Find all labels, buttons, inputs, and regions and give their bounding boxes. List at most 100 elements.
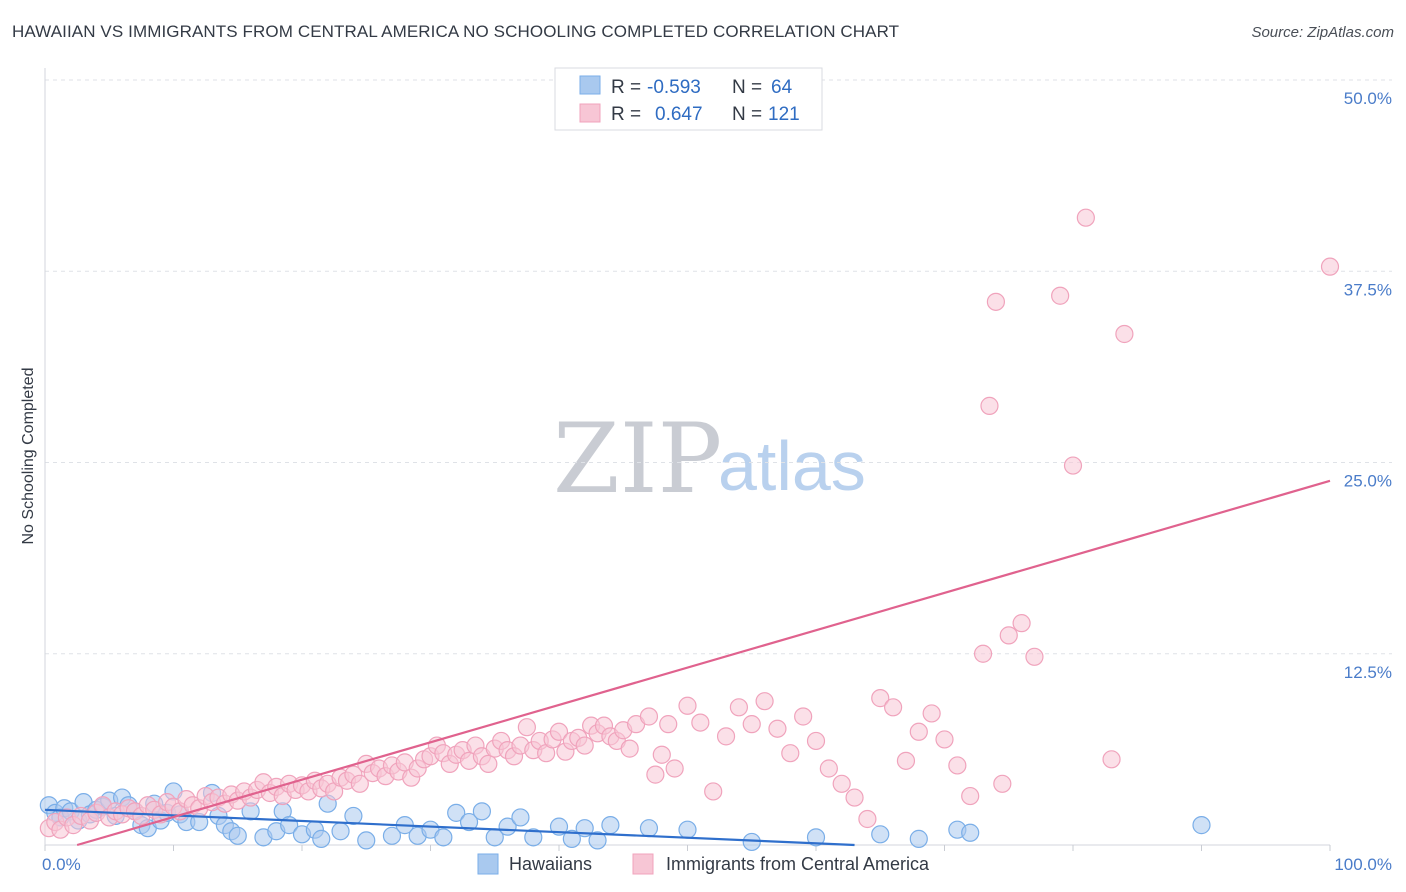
point-series-0-36 xyxy=(312,829,331,848)
point-series-0-59 xyxy=(678,820,697,839)
point-series-1-124 xyxy=(999,626,1018,645)
point-series-1-68 xyxy=(479,754,498,774)
point-series-0-51 xyxy=(511,808,530,827)
legend-n-value-1: 64 xyxy=(771,77,793,98)
y-axis-tick-labels: 12.5% 25.0% 37.5% 50.0% xyxy=(1344,89,1392,682)
point-series-0-56 xyxy=(588,831,607,850)
point-series-1-92 xyxy=(639,707,659,726)
point-series-1-114 xyxy=(896,751,916,770)
gridlines xyxy=(45,79,1392,655)
trend-lines xyxy=(44,479,1331,847)
point-series-1-48 xyxy=(350,774,369,793)
point-series-1-94 xyxy=(652,745,671,764)
point-series-1-116 xyxy=(922,704,941,723)
point-series-1-105 xyxy=(781,744,800,763)
point-series-1-131 xyxy=(1115,324,1134,344)
point-series-1-90 xyxy=(620,739,639,758)
point-series-1-79 xyxy=(549,722,569,741)
point-series-0-40 xyxy=(357,831,376,850)
point-series-1-102 xyxy=(742,715,761,734)
point-series-0-63 xyxy=(909,829,928,848)
point-series-1-106 xyxy=(794,707,813,726)
point-series-0-58 xyxy=(639,819,659,838)
x-axis-ticks: 0.0% 100.0% xyxy=(42,845,1392,874)
y-tick-label-3: 50.0% xyxy=(1344,89,1392,108)
trend-line-series-1 xyxy=(76,479,1331,847)
point-series-0-45 xyxy=(434,828,453,847)
point-series-1-100 xyxy=(716,727,736,746)
legend-n-value-2: 121 xyxy=(768,104,800,125)
legend-r-value-1: -0.593 xyxy=(647,77,701,98)
x-tick-label-1: 100.0% xyxy=(1334,855,1392,874)
point-series-0-54 xyxy=(562,829,581,848)
legend-r-label-1: R = xyxy=(611,77,641,98)
point-series-1-127 xyxy=(1051,286,1070,305)
point-series-1-107 xyxy=(806,731,826,751)
watermark: ZIP atlas xyxy=(553,403,866,515)
legend-swatch-hawaiians xyxy=(579,75,601,95)
watermark-atlas: atlas xyxy=(718,427,866,505)
point-series-1-125 xyxy=(1012,614,1031,633)
point-series-1-121 xyxy=(980,396,999,415)
point-series-0-28 xyxy=(228,826,247,845)
legend-swatch-central-america xyxy=(579,103,601,123)
point-series-1-97 xyxy=(678,696,697,715)
watermark-zip: ZIP xyxy=(553,403,722,515)
point-series-1-104 xyxy=(768,719,787,738)
point-series-1-126 xyxy=(1025,647,1044,666)
point-series-1-101 xyxy=(729,698,749,717)
point-series-1-120 xyxy=(973,644,993,663)
point-series-1-130 xyxy=(1102,750,1121,769)
series-legend: Hawaiians Immigrants from Central Americ… xyxy=(477,853,930,875)
point-series-0-48 xyxy=(472,802,491,821)
x-tick-label-0: 0.0% xyxy=(42,855,81,874)
point-series-1-111 xyxy=(858,809,877,829)
point-series-1-113 xyxy=(883,698,903,717)
y-tick-label-1: 25.0% xyxy=(1344,472,1392,491)
point-series-1-74 xyxy=(517,718,536,737)
legend-n-label-1: N = xyxy=(732,77,762,98)
point-series-0-52 xyxy=(524,828,543,847)
point-series-0-62 xyxy=(871,825,890,844)
point-series-1-112 xyxy=(871,689,890,708)
y-axis-label: No Schooling Completed xyxy=(20,368,37,545)
point-series-1-119 xyxy=(961,786,980,806)
point-series-1-132 xyxy=(1320,257,1340,276)
point-series-0-60 xyxy=(742,832,761,852)
point-series-0-38 xyxy=(331,822,350,841)
legend-r-label-2: R = xyxy=(611,104,641,125)
point-series-1-123 xyxy=(993,774,1012,793)
point-series-0-65 xyxy=(961,823,980,842)
point-series-0-66 xyxy=(1192,816,1211,835)
point-series-1-93 xyxy=(646,765,665,784)
point-series-1-96 xyxy=(665,759,684,778)
point-series-1-128 xyxy=(1063,456,1083,475)
legend-n-label-2: N = xyxy=(732,104,762,125)
point-series-0-61 xyxy=(806,828,826,847)
point-series-1-117 xyxy=(935,730,954,749)
y-tick-label-2: 37.5% xyxy=(1344,280,1392,299)
point-series-1-110 xyxy=(845,788,864,807)
correlation-legend: R = -0.593 N = 64 R = 0.647 N = 121 xyxy=(554,67,823,131)
point-series-1-109 xyxy=(832,774,851,793)
point-series-1-95 xyxy=(659,715,678,734)
point-series-1-118 xyxy=(948,756,967,775)
y-tick-label-0: 12.5% xyxy=(1344,663,1392,682)
point-series-1-129 xyxy=(1076,208,1095,227)
point-series-1-103 xyxy=(755,692,774,711)
point-series-0-46 xyxy=(447,803,466,822)
series-legend-label-central-america: Immigrants from Central America xyxy=(666,854,930,874)
series-legend-swatch-hawaiians xyxy=(477,853,499,875)
legend-r-value-2: 0.647 xyxy=(655,104,703,125)
point-series-0-57 xyxy=(601,816,620,835)
chart-source: Source: ZipAtlas.com xyxy=(1251,24,1394,41)
series-legend-label-hawaiians: Hawaiians xyxy=(509,854,592,874)
series-legend-swatch-central-america xyxy=(632,853,654,875)
point-series-1-83 xyxy=(575,736,594,755)
data-points xyxy=(39,208,1340,852)
point-series-1-108 xyxy=(819,759,838,778)
point-series-1-99 xyxy=(704,782,723,801)
point-series-1-115 xyxy=(909,722,928,741)
point-series-0-39 xyxy=(344,806,363,826)
